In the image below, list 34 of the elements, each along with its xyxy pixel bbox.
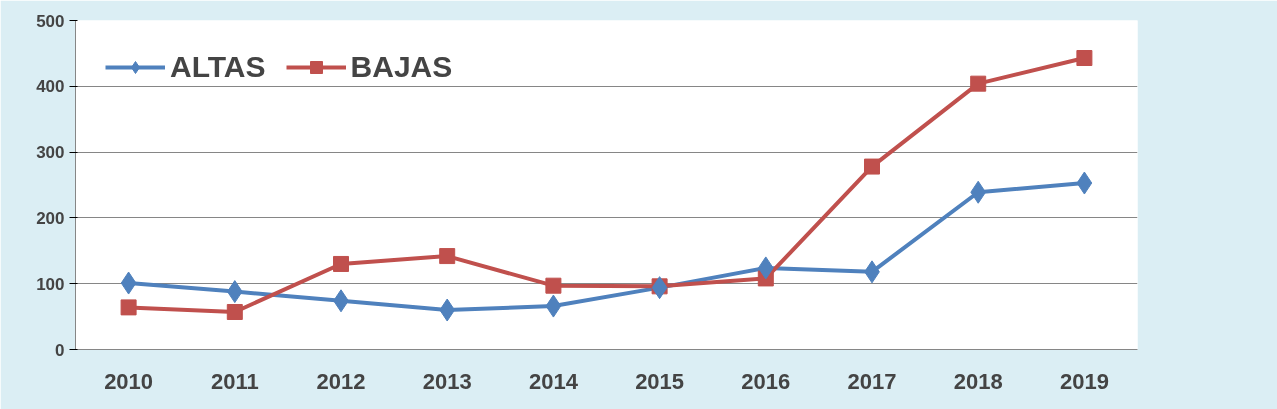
y-tick-label: 500 [36, 11, 65, 31]
legend-label: BAJAS [350, 50, 453, 84]
y-tick-label: 200 [36, 208, 65, 228]
point [651, 276, 668, 300]
y-tick-label: 0 [55, 340, 65, 360]
point [545, 277, 562, 294]
y-tick-label: 300 [36, 143, 65, 163]
x-tick-label: 2017 [847, 368, 897, 394]
y-tick-label: 100 [36, 274, 65, 294]
legend-label: ALTAS [170, 50, 266, 84]
point [120, 299, 137, 316]
point [757, 256, 774, 280]
point [970, 180, 987, 204]
point [226, 303, 243, 320]
point [226, 280, 243, 304]
x-tick-label: 2013 [422, 368, 472, 394]
point [333, 255, 349, 272]
x-tick-label: 2011 [210, 368, 259, 394]
point [970, 75, 987, 92]
point [120, 271, 137, 295]
y-tick-label: 400 [36, 77, 65, 97]
x-tick-label: 2019 [1059, 368, 1109, 394]
x-tick-label: 2010 [104, 368, 154, 394]
point [545, 294, 562, 318]
point [864, 158, 880, 175]
point [1076, 171, 1093, 195]
point [439, 248, 456, 265]
x-tick-label: 2015 [635, 368, 685, 394]
x-tick-label: 2012 [316, 368, 366, 394]
point [439, 298, 456, 322]
x-tick-label: 2018 [953, 368, 1003, 394]
point [1076, 50, 1093, 67]
x-tick-label: 2014 [528, 368, 579, 394]
x-tick-label: 2016 [741, 368, 791, 394]
